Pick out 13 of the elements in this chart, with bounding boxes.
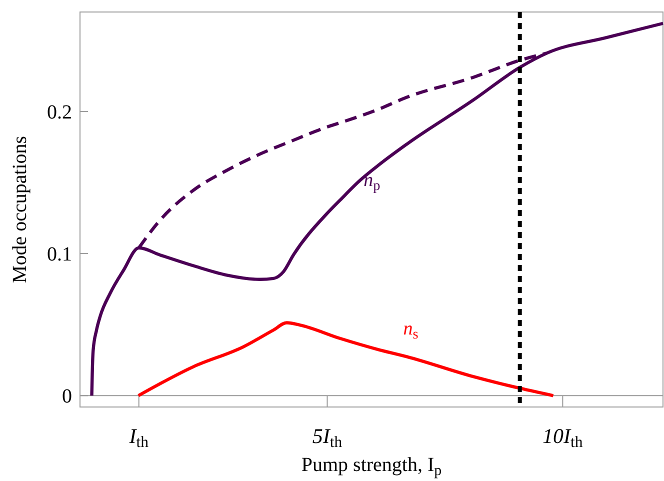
x-axis-title: Pump strength, I$_{p}$: [301, 454, 442, 479]
series-label: n$_{s}$: [403, 318, 419, 342]
line-series: [136, 321, 555, 398]
series-label: n$_{p}$: [364, 170, 380, 194]
x-tick-label: 5I$_{th}$: [312, 424, 342, 451]
line-series: [90, 22, 664, 398]
y-tick-label: 0.1: [47, 244, 72, 266]
y-axis-title: Mode occupations: [9, 136, 31, 284]
line-series: [137, 52, 548, 250]
y-tick-label: 0.2: [47, 101, 72, 124]
x-tick-label: 10I$_{th}$: [542, 424, 583, 451]
x-tick-label: I$_{th}$: [128, 424, 149, 451]
y-tick-label: 0: [62, 386, 72, 408]
